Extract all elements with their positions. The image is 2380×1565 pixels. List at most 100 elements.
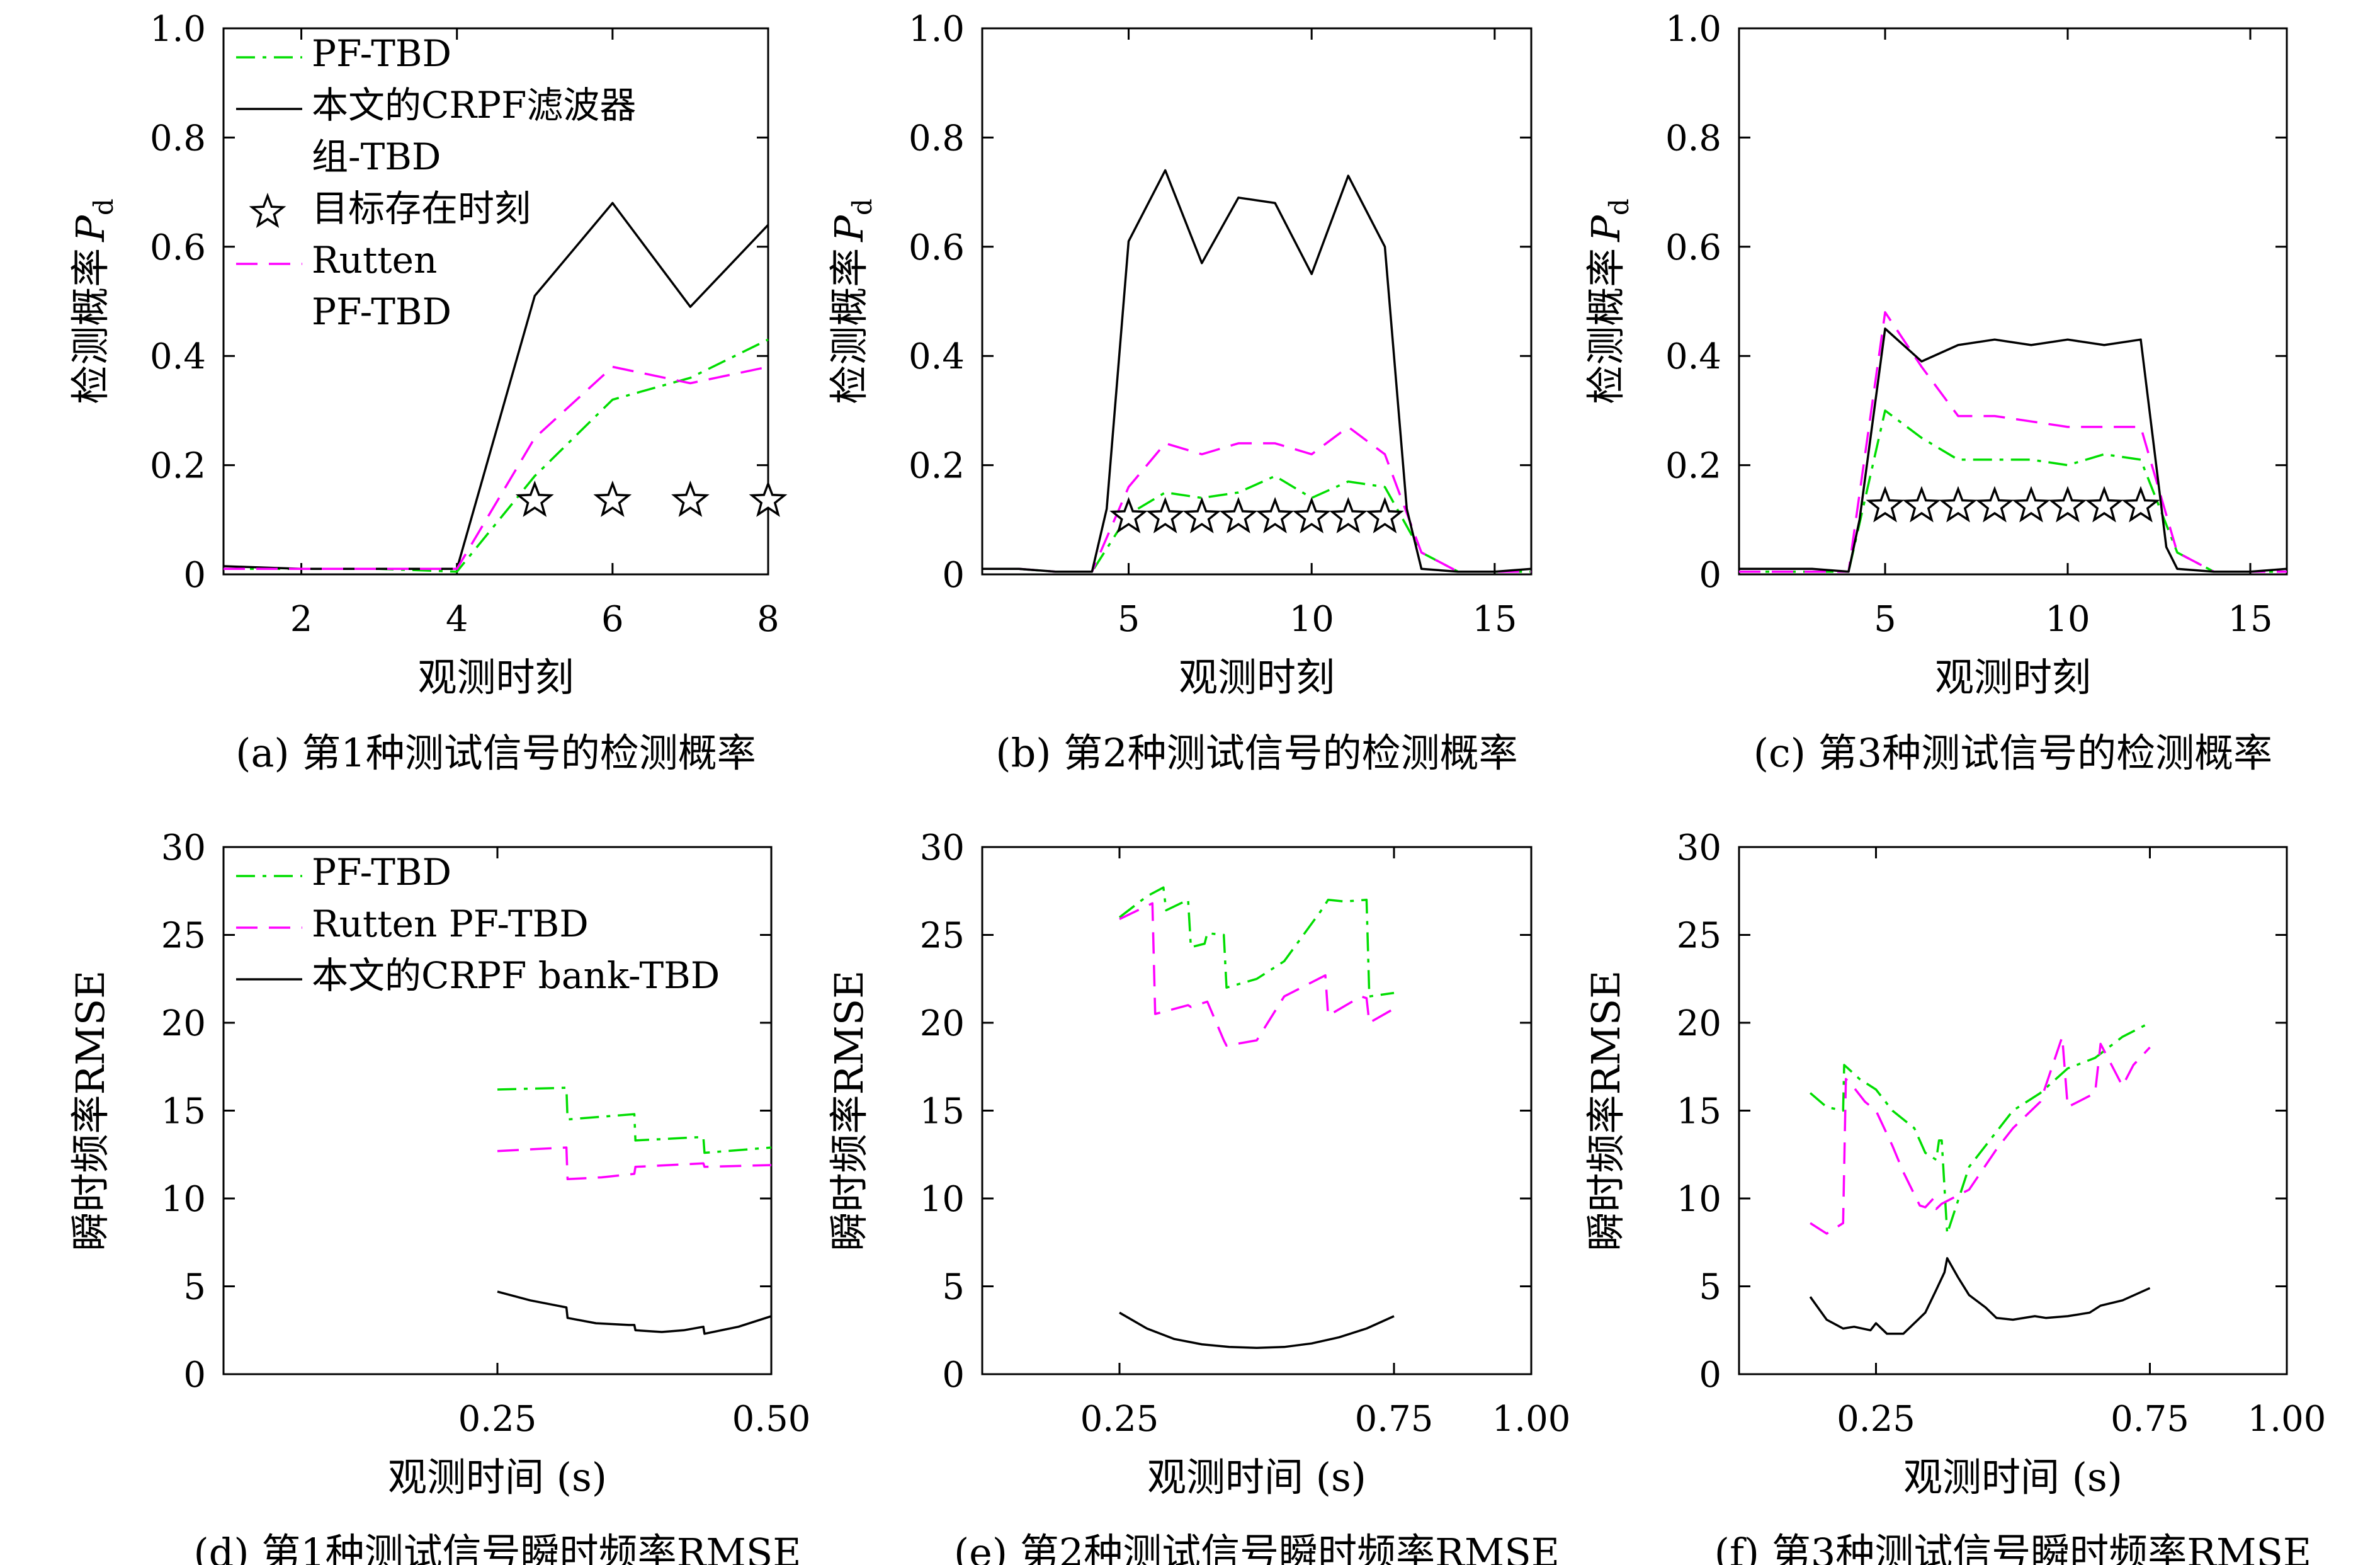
y-axis-label: 瞬时频率RMSE [826,970,872,1251]
series-line-0 [1739,409,2287,573]
legend-label: 本文的CRPF滤波器 [312,84,636,127]
panel-caption: (b) 第2种测试信号的检测概率 [995,730,1517,776]
y-tick-label: 0.6 [150,227,206,268]
target-marker [1146,496,1185,533]
target-marker [1219,496,1258,533]
panel-caption: (e) 第2种测试信号瞬时频率RMSE [954,1530,1560,1565]
y-axis-label-text: 瞬时频率RMSE [826,970,872,1251]
chart-panel-1: 0 0.2 0.4 0.6 0.8 1.0 5 10 15 观测时刻 检测概率 Pd (b) 第2种测试… [826,9,1533,776]
target-marker [515,481,554,517]
target-marker [1366,496,1404,533]
x-tick-label: 10 [2045,599,2090,640]
y-tick-label: 30 [920,828,965,868]
x-tick-label: 10 [1289,599,1334,640]
y-tick-label: 5 [942,1267,965,1308]
y-axis-label-symbol: P [826,215,872,242]
target-marker [593,480,632,517]
y-tick-label: 10 [1677,1179,1721,1220]
y-tick-label: 0 [183,555,206,596]
y-axis-label-symbol: P [67,215,113,242]
panel-caption: (c) 第3种测试信号的检测概率 [1754,730,2272,776]
y-tick-label: 0.2 [150,446,206,487]
series-line-1 [982,426,1531,573]
x-axis-label: 观测时刻 [1935,654,2091,700]
y-tick-label: 10 [161,1179,206,1220]
y-axis-label: 瞬时频率RMSE [67,970,113,1251]
target-marker [671,480,710,517]
target-marker [1939,486,1978,523]
series-line-0 [1118,886,1395,998]
y-tick-label: 0.2 [1665,446,1721,487]
chart-panel-4: 0 5 10 15 20 25 30 0.25 0.75 1.00 观测时间 (s) 瞬时频率RMSE… [826,828,1570,1565]
y-tick-label: 30 [1677,828,1721,868]
series-line-0 [1809,1022,2151,1235]
x-tick-label: 5 [1874,599,1896,640]
y-axis-label-text: 检测概率 [67,248,113,404]
target-marker [2121,486,2160,523]
chart-panel-3: 0 5 10 15 20 25 30 0.25 0.50 PF-TBD Rutten PF-TBD 本… [67,828,810,1565]
series-line-2 [497,1290,772,1335]
target-marker [1255,496,1295,533]
series-line-0 [982,475,1531,573]
x-axis-label: 观测时间 (s) [1903,1454,2122,1500]
y-axis-label-text: 瞬时频率RMSE [67,970,113,1251]
legend-label: PF-TBD [312,32,451,75]
y-tick-label: 0.6 [1665,227,1721,268]
target-marker [2048,486,2087,523]
plot-frame [981,846,1533,1375]
y-tick-label: 20 [1677,1003,1721,1044]
chart-panel-5: 0 5 10 15 20 25 30 0.25 0.75 1.00 观测时间 (s) 瞬时频率RMSE… [1583,828,2326,1565]
y-tick-label: 0 [942,555,965,596]
plot-frame [1738,27,2288,576]
target-marker [2085,486,2124,523]
y-tick-label: 0 [1699,555,1721,596]
y-tick-label: 20 [920,1003,965,1044]
y-tick-label: 0.2 [909,446,965,487]
x-tick-label: 1.00 [2248,1399,2326,1440]
y-tick-label: 1.0 [1665,9,1721,50]
plot-frame [1738,846,2288,1375]
x-tick-label: 2 [290,599,313,640]
y-tick-label: 0.8 [909,118,965,159]
y-tick-label: 25 [920,916,965,957]
x-axis-label: 观测时间 (s) [388,1454,607,1500]
y-tick-label: 15 [920,1091,965,1132]
panel-caption: (d) 第1种测试信号瞬时频率RMSE [193,1530,801,1565]
plot-frame [222,27,769,576]
y-tick-label: 15 [161,1091,206,1132]
x-tick-label: 6 [601,599,624,640]
target-marker [1109,496,1148,533]
y-tick-label: 0.6 [909,227,965,268]
x-tick-label: 0.25 [458,1399,537,1440]
target-marker [1975,486,2014,523]
target-marker [2012,486,2051,523]
x-tick-label: 5 [1118,599,1140,640]
series-line-2 [1119,1311,1395,1349]
series-line-2 [1739,327,2287,573]
series-line-0 [497,1086,772,1154]
x-axis-label: 观测时刻 [417,654,574,700]
x-tick-label: 15 [2228,599,2272,640]
chart-panel-2: 0 0.2 0.4 0.6 0.8 1.0 5 10 15 观测时刻 检测概率 Pd (c) 第3种测试… [1583,9,2288,776]
y-tick-label: 0 [942,1355,965,1396]
plot-frame [981,27,1533,576]
chart-panel-0: 0 0.2 0.4 0.6 0.8 1.0 2 4 6 8 PF-TBD 本文的CRPF滤波器组-TB… [67,9,788,776]
target-marker [1329,496,1368,533]
y-tick-label: 0 [183,1355,206,1396]
y-tick-label: 25 [1677,916,1721,957]
x-tick-label: 0.75 [2111,1399,2189,1440]
legend-label: PF-TBD [312,851,451,894]
y-axis-label: 检测概率 Pd [826,198,878,404]
y-axis-label-text: 瞬时频率RMSE [1583,970,1629,1251]
y-tick-label: 15 [1677,1091,1721,1132]
y-axis-label: 瞬时频率RMSE [1583,970,1629,1251]
x-tick-label: 4 [446,599,468,640]
y-tick-label: 1.0 [909,9,965,50]
x-tick-label: 0.25 [1837,1399,1915,1440]
target-marker [1866,486,1905,523]
x-tick-label: 0.50 [732,1399,811,1440]
y-tick-label: 0.4 [150,336,206,377]
series-line-2 [224,365,769,571]
y-axis-label: 检测概率 Pd [67,198,119,404]
legend-label: Rutten [312,239,437,282]
